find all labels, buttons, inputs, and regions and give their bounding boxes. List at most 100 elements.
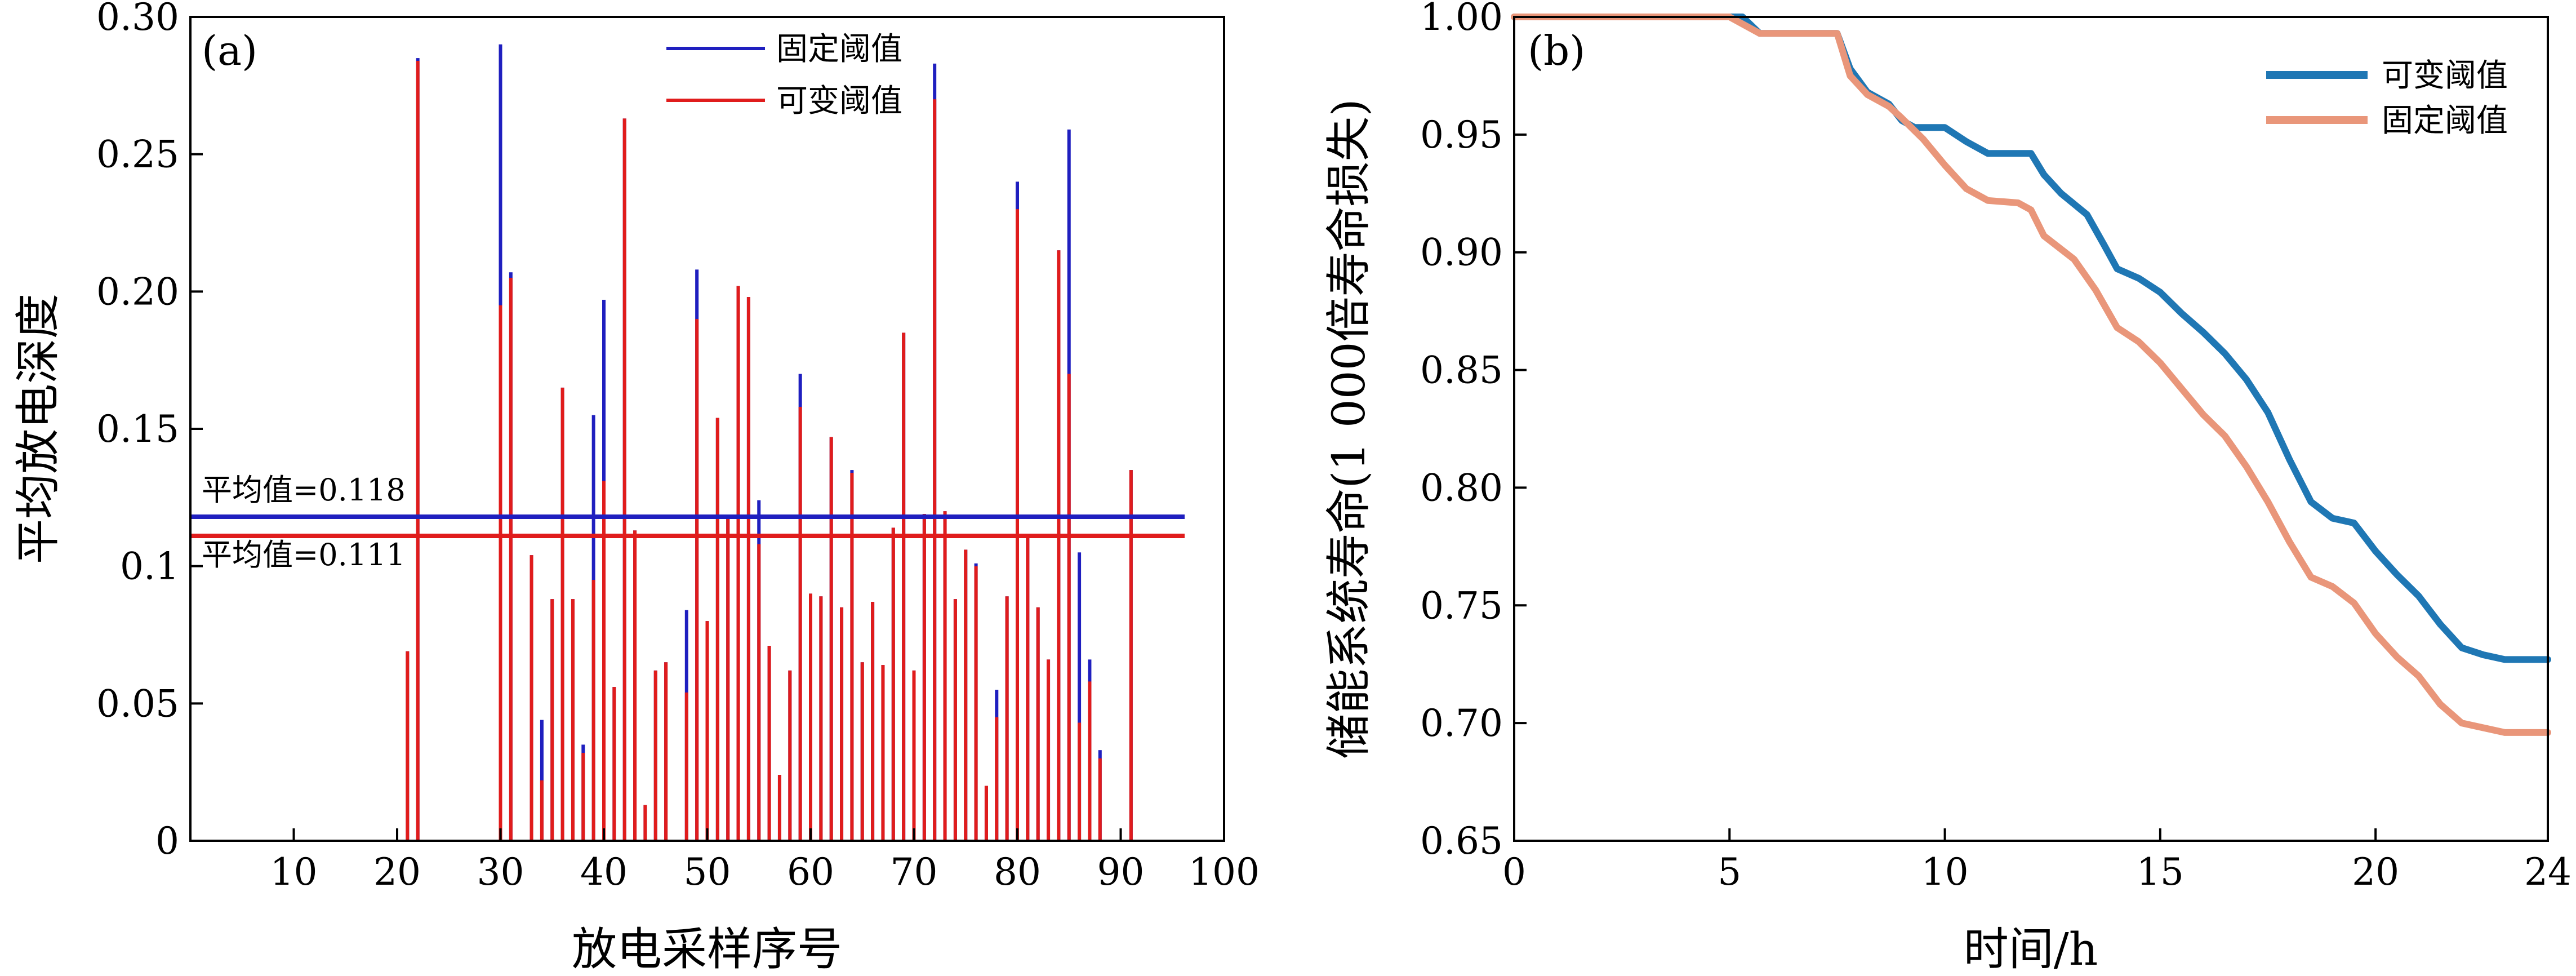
bar-fixed-threshold <box>1078 552 1082 841</box>
panel-b-plot-frame <box>1513 16 2549 842</box>
bar-variable-threshold <box>622 118 626 841</box>
panel-a-y-tick-label: 0.30 <box>96 0 179 39</box>
bar-variable-threshold <box>1005 596 1009 841</box>
bar-variable-threshold <box>871 602 875 841</box>
panel-b-y-axis-label: 储能系统寿命(1 000倍寿命损失) <box>1323 99 1375 758</box>
panel-a-mean-label-fixed: 平均值=0.118 <box>202 472 406 508</box>
bar-variable-threshold <box>509 277 513 841</box>
panel-b-marks <box>1511 14 2551 736</box>
panel-b-y-tick-label: 0.95 <box>1420 113 1503 157</box>
panel-a-x-tick-label: 90 <box>1097 850 1145 894</box>
panel-b-x-tick-label: 5 <box>1718 850 1741 894</box>
panel-b-y-tick-label: 0.70 <box>1420 702 1503 745</box>
panel-a-mean-label-variable: 平均值=0.111 <box>202 537 406 573</box>
bar-variable-threshold <box>829 437 833 841</box>
bar-variable-threshold <box>881 665 885 841</box>
panel-b-y-tick-label: 0.90 <box>1420 231 1503 274</box>
bar-variable-threshold <box>416 60 420 841</box>
bar-variable-threshold <box>1088 681 1092 841</box>
panel-a-y-tick-label: 0 <box>155 819 179 863</box>
panel-a-x-tick-label: 70 <box>891 850 938 894</box>
panel-a-y-tick-label: 0.25 <box>96 133 179 176</box>
bar-variable-threshold <box>736 286 740 841</box>
panel-a-x-tick-label: 100 <box>1189 850 1260 894</box>
panel-b-x-tick-label: 24 <box>2524 850 2571 894</box>
bar-variable-threshold <box>1098 758 1102 841</box>
panel-a-y-tick-label: 0.05 <box>96 682 179 725</box>
panel-b-x-tick-label: 20 <box>2352 850 2399 894</box>
bar-variable-threshold <box>933 99 937 841</box>
bar-variable-threshold <box>902 332 906 841</box>
panel-a-x-tick-label: 60 <box>787 850 834 894</box>
bar-variable-threshold <box>602 481 606 841</box>
panel-b-y-tick-label: 0.65 <box>1420 819 1503 863</box>
bar-variable-threshold <box>788 670 792 841</box>
bar-variable-threshold <box>922 514 926 841</box>
panel-b-x-axis-label: 时间/h <box>1964 923 2098 975</box>
panel-a-y-tick-label: 0.20 <box>96 270 179 313</box>
bar-variable-threshold <box>571 599 575 841</box>
bar-variable-threshold <box>819 596 823 841</box>
bar-variable-threshold <box>705 621 709 841</box>
panel-b-y-tick-label: 1.00 <box>1420 0 1503 39</box>
panel-a-chart: 10 20 30 40 50 60 70 80 90 100 0 0.05 0.1 0.15 0.20 0.2… <box>12 0 1260 975</box>
bar-variable-threshold <box>777 775 781 841</box>
panel-a-x-axis-label: 放电采样序号 <box>572 923 842 975</box>
panel-b-chart: 0 5 10 15 20 24 0.65 0.70 0.75 0.80 0.85 0.90 0.95 1.… <box>1323 0 2571 975</box>
bar-variable-threshold <box>757 544 761 841</box>
bar-variable-threshold <box>1047 659 1051 841</box>
panel-a-x-tick-label: 40 <box>580 850 628 894</box>
bar-variable-threshold <box>995 717 999 841</box>
panel-a-y-tick-label: 0.15 <box>96 407 179 451</box>
bar-variable-threshold <box>643 805 647 841</box>
bar-variable-threshold <box>653 670 657 841</box>
bar-variable-threshold <box>1026 536 1030 841</box>
bar-variable-threshold <box>540 780 544 841</box>
panel-a-x-tick-label: 50 <box>684 850 731 894</box>
bar-variable-threshold <box>850 472 854 841</box>
bar-variable-threshold <box>664 662 668 841</box>
bar-variable-threshold <box>612 687 616 841</box>
panel-b-y-tick-label: 0.85 <box>1420 349 1503 392</box>
bar-variable-threshold <box>406 651 410 841</box>
panel-b-x-tick-label: 15 <box>2137 850 2184 894</box>
bar-variable-threshold <box>1057 250 1061 841</box>
bar-variable-threshold <box>530 555 533 841</box>
panel-b-tag: (b) <box>1528 27 1585 74</box>
bar-variable-threshold <box>1016 209 1019 841</box>
bar-variable-threshold <box>964 549 968 841</box>
bar-variable-threshold <box>912 670 916 841</box>
bar-variable-threshold <box>499 305 502 841</box>
bar-variable-threshold <box>1129 470 1133 841</box>
panel-b-ticks: 0 5 10 15 20 24 0.65 0.70 0.75 0.80 0.85 0.90 0.95 1.… <box>1420 0 2571 894</box>
bar-variable-threshold <box>809 593 812 841</box>
panel-b-y-tick-label: 0.75 <box>1420 584 1503 627</box>
panel-b-x-tick-label: 10 <box>1921 850 1969 894</box>
bar-variable-threshold <box>560 387 564 841</box>
bar-variable-threshold <box>633 530 637 841</box>
bar-variable-threshold <box>581 753 585 841</box>
panel-a-y-axis-label: 平均放电深度 <box>12 294 64 564</box>
panel-a-x-tick-label: 10 <box>270 850 318 894</box>
bar-variable-threshold <box>684 692 688 841</box>
panel-a-x-tick-label: 80 <box>994 850 1041 894</box>
bar-variable-threshold <box>1078 722 1082 841</box>
panel-b-y-tick-label: 0.80 <box>1420 466 1503 509</box>
bar-variable-threshold <box>953 599 957 841</box>
panel-b-legend-label-variable: 可变阈值 <box>2382 57 2508 94</box>
bar-variable-threshold <box>746 297 750 841</box>
bar-variable-threshold <box>550 599 554 841</box>
bar-variable-threshold <box>767 645 771 841</box>
bar-variable-threshold <box>943 511 947 841</box>
bar-variable-threshold <box>984 786 988 841</box>
panel-a-marks <box>190 44 1185 841</box>
bar-variable-threshold <box>695 319 699 841</box>
panel-a-tag: (a) <box>202 27 257 74</box>
panel-a-x-tick-label: 20 <box>373 850 421 894</box>
panel-a-x-tick-label: 30 <box>477 850 524 894</box>
bar-variable-threshold <box>726 516 730 841</box>
bar-variable-threshold <box>974 566 978 841</box>
panel-b-x-tick-label: 0 <box>1502 850 1526 894</box>
bar-variable-threshold <box>1036 607 1040 841</box>
